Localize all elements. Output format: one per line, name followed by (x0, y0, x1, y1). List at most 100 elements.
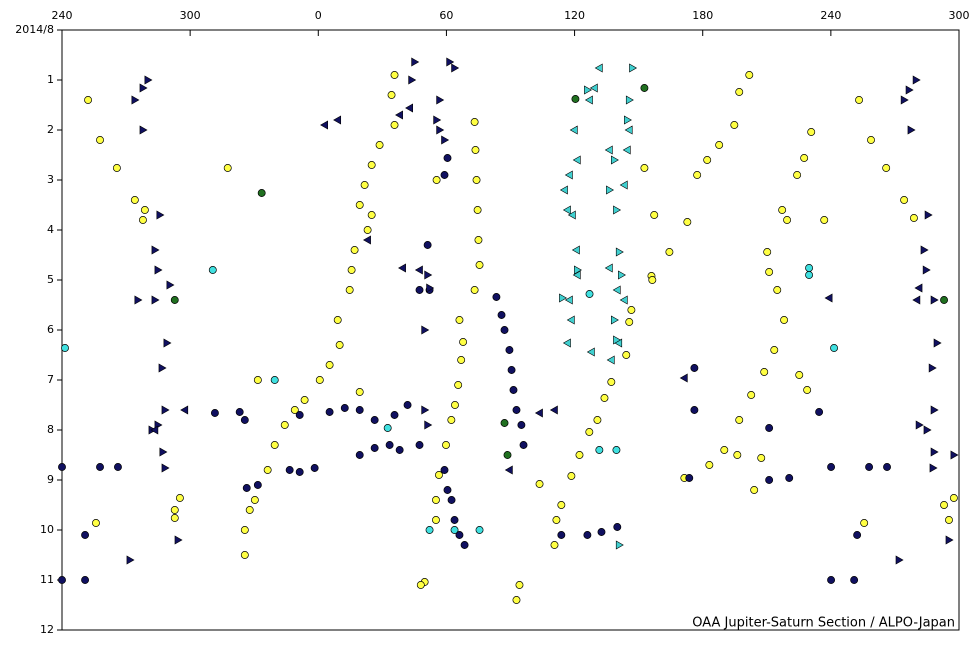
point (166, 280, 175, 290)
point (720, 446, 729, 454)
point (922, 265, 931, 275)
point (559, 293, 568, 303)
point (470, 286, 479, 294)
point (140, 206, 149, 214)
point (450, 516, 459, 524)
point (815, 408, 824, 416)
point (619, 180, 628, 190)
point (745, 71, 754, 79)
point (408, 75, 417, 85)
point (805, 264, 814, 272)
plot-frame (61, 29, 960, 631)
point (586, 347, 595, 357)
point (161, 405, 170, 415)
point (535, 480, 544, 488)
y-tick-label: 6 (47, 323, 54, 336)
point (154, 265, 163, 275)
point (471, 146, 480, 154)
point (606, 185, 614, 195)
point (433, 115, 442, 125)
point (867, 136, 875, 144)
point (950, 450, 959, 460)
point (446, 57, 455, 67)
point (949, 494, 958, 502)
point (150, 425, 159, 435)
point (436, 125, 445, 135)
point (665, 248, 674, 256)
point (600, 394, 609, 402)
point (572, 270, 581, 280)
point (435, 471, 443, 479)
point (618, 270, 626, 280)
y-tick-label: 2014/8 (15, 23, 54, 36)
y-tick-label: 8 (47, 423, 54, 436)
point (470, 118, 479, 126)
point (58, 463, 66, 471)
point (703, 156, 712, 164)
point (512, 406, 521, 414)
point (585, 428, 594, 436)
point (455, 316, 464, 324)
point (945, 516, 953, 524)
y-tick-label: 10 (40, 523, 54, 536)
point (424, 270, 433, 280)
point (622, 351, 631, 359)
point (411, 57, 420, 67)
point (460, 541, 469, 549)
x-tick-label: 300 (180, 9, 201, 22)
point (424, 420, 433, 430)
point (151, 295, 160, 305)
point (253, 481, 262, 489)
point (390, 71, 399, 79)
point (612, 285, 621, 295)
point (131, 95, 140, 105)
point (923, 425, 932, 435)
point (310, 464, 319, 472)
point (928, 363, 937, 373)
point (370, 416, 379, 424)
point (474, 236, 483, 244)
point (850, 576, 859, 584)
point (765, 268, 774, 276)
point (144, 75, 153, 85)
point (472, 176, 481, 184)
point (253, 376, 262, 384)
point (390, 121, 399, 129)
point (519, 441, 528, 449)
y-tick-label: 9 (47, 473, 54, 486)
point (81, 531, 90, 539)
point (773, 286, 782, 294)
point (504, 465, 513, 475)
point (865, 463, 874, 471)
point (915, 420, 924, 430)
point (250, 496, 259, 504)
point (96, 463, 104, 471)
x-tick-label: 240 (820, 9, 841, 22)
point (375, 141, 384, 149)
point (640, 84, 649, 92)
point (270, 376, 279, 384)
point (170, 514, 179, 522)
point (750, 486, 759, 494)
point (505, 346, 514, 354)
point (240, 551, 249, 559)
point (604, 263, 613, 273)
point (629, 63, 638, 73)
point (447, 496, 456, 504)
point (747, 391, 756, 399)
point (385, 441, 394, 449)
point (240, 526, 249, 534)
point (803, 386, 812, 394)
point (924, 210, 933, 220)
point (627, 306, 636, 314)
point (84, 96, 93, 104)
point (442, 441, 450, 449)
point (795, 371, 804, 379)
point (325, 408, 334, 416)
point (914, 283, 923, 293)
point (770, 346, 779, 354)
point (61, 344, 69, 352)
point (151, 245, 160, 255)
y-tick-label: 12 (40, 623, 54, 636)
point (827, 576, 836, 584)
